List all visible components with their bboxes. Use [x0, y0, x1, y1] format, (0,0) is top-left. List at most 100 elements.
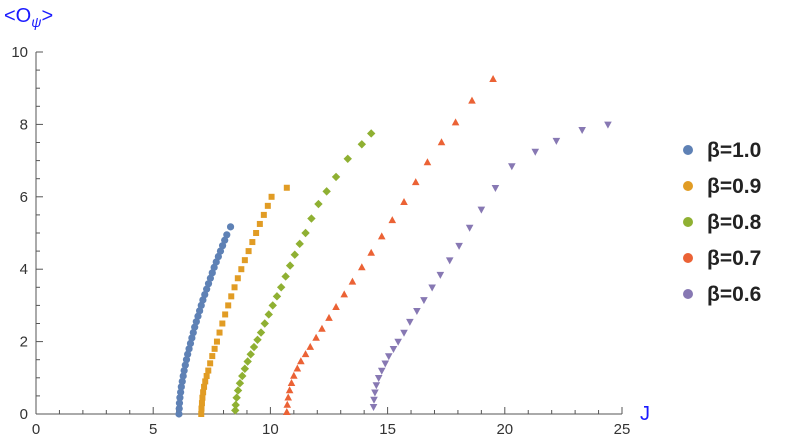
data-point [260, 319, 269, 328]
data-point [285, 386, 294, 394]
data-point [222, 311, 229, 318]
data-point [508, 163, 516, 171]
data-point [218, 242, 227, 250]
data-point [491, 184, 500, 192]
data-point [179, 372, 187, 380]
data-point [437, 138, 446, 146]
data-point [249, 239, 256, 246]
data-point [358, 263, 366, 271]
legend-label: β=0.6 [707, 283, 761, 306]
data-point [208, 269, 216, 277]
data-point [348, 277, 357, 285]
data-point [216, 329, 223, 336]
legend: β=1.0 β=0.9 β=0.8 β=0.7 β=0.6 [683, 139, 762, 306]
data-point [185, 345, 193, 353]
data-point [314, 199, 323, 209]
data-point [287, 379, 296, 387]
data-point [203, 372, 210, 379]
y-axis-title-sub: ψ [31, 14, 41, 30]
legend-label: β=0.9 [707, 175, 761, 198]
legend-item: β=0.8 [683, 211, 762, 234]
data-point [381, 360, 390, 368]
data-point [175, 404, 183, 413]
data-point [209, 353, 216, 360]
data-point [604, 121, 612, 129]
data-point [394, 338, 402, 346]
data-point [213, 338, 220, 345]
series-3 [231, 129, 376, 415]
data-point [268, 301, 277, 310]
data-point [445, 257, 454, 265]
series-4 [283, 74, 497, 415]
data-point [477, 206, 486, 214]
data-point [192, 318, 200, 326]
data-point [283, 184, 290, 191]
data-point [371, 389, 379, 397]
data-point [276, 283, 286, 292]
data-point [384, 353, 393, 361]
data-point [202, 378, 209, 385]
data-point [232, 393, 241, 402]
data-point [228, 293, 235, 300]
data-point [370, 396, 378, 404]
data-point [377, 367, 386, 375]
data-point [389, 346, 398, 354]
data-point [253, 230, 260, 236]
data-point [367, 248, 375, 256]
data-point [307, 214, 316, 223]
data-point [283, 400, 292, 408]
x-tick-label: 20 [496, 421, 513, 438]
data-point [253, 335, 262, 344]
y-axis-title-main: <O [4, 5, 31, 27]
data-point [340, 290, 349, 298]
data-point [245, 248, 252, 255]
series-1 [175, 223, 235, 418]
data-point [177, 388, 185, 396]
legend-label: β=1.0 [707, 139, 761, 162]
y-tick-label: 2 [20, 334, 28, 351]
data-point [578, 127, 586, 135]
data-point [374, 375, 383, 382]
data-point [284, 393, 293, 401]
legend-marker [683, 145, 693, 155]
data-point [196, 307, 204, 315]
data-point [197, 301, 205, 309]
data-point [332, 303, 340, 311]
data-point [369, 403, 378, 411]
series-5 [369, 121, 612, 411]
data-point [176, 394, 184, 402]
data-point [357, 140, 367, 149]
data-point [177, 383, 185, 391]
x-tick-label: 5 [149, 421, 157, 438]
data-point [264, 310, 273, 319]
data-point [223, 231, 231, 239]
data-point [388, 216, 397, 224]
x-axis-title: J [640, 403, 650, 425]
data-point [205, 367, 212, 374]
legend-item: β=1.0 [683, 139, 761, 162]
data-point [191, 323, 199, 331]
axes [35, 52, 622, 415]
data-point [206, 274, 214, 282]
data-point [295, 239, 304, 249]
data-point [272, 292, 282, 301]
data-point [240, 364, 250, 373]
data-point [331, 172, 341, 182]
legend-marker [683, 289, 693, 299]
data-point [260, 211, 267, 218]
data-point [201, 290, 209, 299]
data-point [406, 318, 414, 326]
data-point [312, 333, 320, 341]
data-point [207, 360, 214, 367]
data-point [281, 272, 290, 281]
x-tick-label: 15 [379, 421, 396, 438]
data-point [234, 275, 241, 282]
data-point [180, 366, 188, 375]
data-point [175, 410, 183, 418]
data-point [199, 394, 206, 401]
data-point [200, 389, 207, 396]
data-point [198, 405, 205, 412]
data-point [188, 334, 196, 342]
data-point [465, 224, 474, 232]
data-point [283, 407, 291, 415]
